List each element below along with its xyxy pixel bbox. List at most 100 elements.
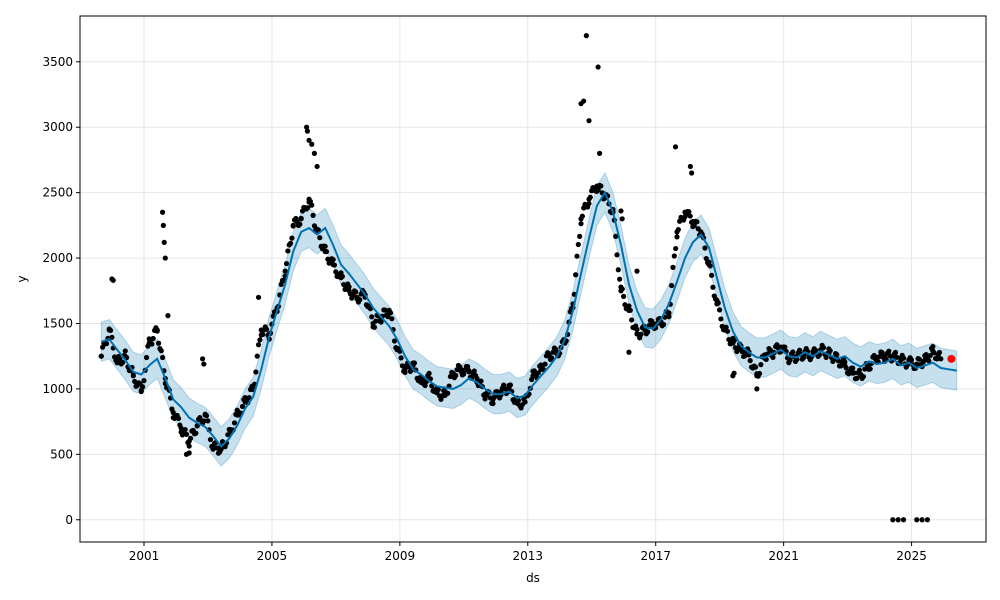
observed-point (297, 221, 303, 227)
observed-point (535, 370, 541, 376)
forecast-line (100, 190, 957, 449)
observed-outlier-point (162, 255, 168, 261)
observed-point (613, 233, 619, 239)
observed-point (747, 358, 753, 364)
observed-point (716, 307, 723, 313)
observed-point (634, 331, 640, 337)
observed-point (214, 445, 220, 451)
observed-point (578, 221, 584, 227)
x-tick-label: 2021 (768, 549, 799, 563)
observed-outlier-point (255, 294, 262, 300)
observed-outlier-point (596, 150, 603, 156)
observed-outlier-point (160, 222, 166, 228)
observed-point (882, 353, 888, 359)
observed-point (738, 347, 744, 353)
observed-point (282, 268, 288, 274)
observed-point (158, 348, 164, 354)
observed-outlier-point (586, 118, 592, 124)
observed-point (109, 334, 115, 340)
observed-point (890, 353, 896, 359)
observed-point (617, 276, 623, 282)
observed-point (638, 331, 644, 337)
x-tick-label: 2009 (385, 549, 416, 563)
observed-point (398, 355, 404, 361)
observed-point (338, 275, 344, 281)
observed-point (722, 327, 728, 333)
observed-point (930, 348, 936, 354)
observed-point (634, 326, 640, 333)
observed-point (132, 378, 138, 385)
observed-point (114, 360, 120, 366)
observed-point (862, 366, 868, 372)
observed-outlier-point (626, 349, 632, 355)
observed-point (621, 293, 627, 299)
observed-point (370, 320, 376, 327)
observed-point (926, 358, 932, 364)
observed-point (598, 183, 604, 189)
observed-point (130, 373, 136, 379)
observed-point (650, 320, 656, 327)
observed-point (690, 218, 696, 225)
observed-point (730, 340, 736, 346)
latest-observation-point (947, 354, 956, 363)
observed-point (626, 303, 632, 309)
observed-point (119, 359, 126, 366)
observed-point (353, 289, 359, 295)
observed-point (140, 384, 146, 390)
observed-point (434, 390, 440, 396)
y-tick-label: 3500 (42, 55, 73, 69)
observed-point (317, 235, 323, 241)
observed-point (461, 371, 467, 377)
observed-outlier-point (634, 268, 640, 274)
observed-point (687, 213, 693, 219)
observed-point (330, 257, 336, 263)
observed-outlier-point (618, 208, 624, 214)
observed-outlier-point (304, 128, 310, 134)
observed-point (170, 409, 176, 416)
observed-point (490, 400, 496, 407)
observed-point (100, 344, 106, 350)
x-axis-ticks: 2001 2005 2009 2013 2017 2021 2025 (129, 542, 927, 563)
observed-outlier-point (165, 313, 171, 319)
observed-point (402, 366, 408, 372)
observed-points (98, 33, 944, 523)
observed-point (298, 216, 304, 222)
y-tick-label: 2500 (42, 186, 73, 200)
observed-point (207, 436, 214, 443)
observed-point (141, 378, 147, 384)
observed-point (710, 284, 716, 290)
observed-point (283, 260, 290, 267)
observed-outlier-point (201, 361, 207, 367)
observed-point (146, 340, 152, 346)
observed-outlier-point (306, 137, 312, 143)
observed-point (669, 282, 675, 289)
observed-point (306, 196, 312, 202)
observed-point (706, 262, 712, 268)
observed-point (210, 443, 216, 450)
observed-outlier-point (186, 450, 192, 456)
observed-point (354, 294, 360, 300)
observed-point (800, 355, 807, 361)
observed-point (575, 241, 581, 248)
observed-outlier-point (687, 163, 693, 170)
observed-outlier-point (309, 141, 315, 147)
observed-point (666, 314, 672, 320)
observed-point (702, 245, 708, 251)
observed-point (333, 269, 339, 275)
observed-outlier-point (581, 98, 587, 104)
observed-point (686, 209, 692, 215)
observed-point (389, 316, 395, 322)
observed-point (346, 284, 352, 290)
observed-point (378, 319, 384, 325)
observed-point (471, 368, 477, 374)
observed-point (642, 327, 648, 333)
observed-outlier-point (159, 209, 166, 215)
observed-point (474, 375, 480, 382)
observed-point (154, 327, 160, 333)
observed-outlier-point (304, 124, 310, 130)
x-tick-label: 2013 (513, 549, 544, 563)
observed-point (255, 342, 262, 348)
observed-point (514, 400, 520, 406)
x-tick-label: 2025 (896, 549, 927, 563)
